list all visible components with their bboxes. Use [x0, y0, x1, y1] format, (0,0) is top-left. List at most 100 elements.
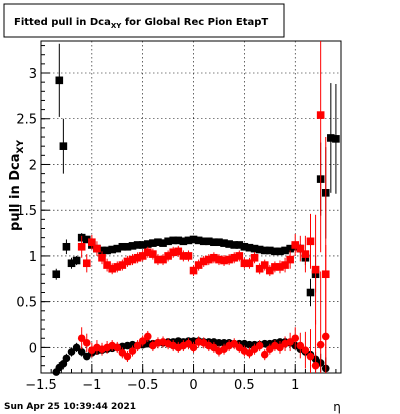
- data-point: [276, 247, 284, 256]
- axis-ticks: −1.5 −1 −0.5 0 0.5 1 0 0.5 1 1.5 2 2.5 3: [16, 45, 337, 393]
- data-point: [245, 259, 254, 268]
- data-point: [296, 244, 305, 253]
- data-point: [159, 239, 167, 247]
- data-point: [260, 246, 269, 255]
- data-point: [67, 348, 76, 356]
- footer-timestamp: Sun Apr 25 10:39:44 2021: [4, 402, 136, 412]
- data-point: [143, 248, 152, 257]
- y-tick-label: 2: [29, 158, 37, 173]
- data-point: [296, 341, 305, 350]
- data-point: [118, 242, 127, 251]
- data-point: [235, 241, 244, 249]
- y-axis-label-subscript: XY: [16, 140, 26, 154]
- data-point: [276, 263, 284, 271]
- data-point: [306, 352, 315, 361]
- data-point: [98, 246, 106, 255]
- data-point: [204, 237, 213, 246]
- data-point: [123, 352, 132, 361]
- data-point: [204, 255, 213, 264]
- title-box: [3, 3, 285, 38]
- data-point: [210, 238, 218, 247]
- data-point: [271, 263, 279, 271]
- x-tick-label: −1: [82, 378, 101, 393]
- data-point: [235, 252, 244, 260]
- data-point: [72, 343, 81, 352]
- x-tick-label: 1: [291, 378, 299, 393]
- data-point: [128, 255, 137, 264]
- data-point: [128, 347, 137, 355]
- data-point: [260, 350, 269, 359]
- data-point: [118, 261, 127, 269]
- y-tick-label: 0: [29, 341, 37, 356]
- data-point: [184, 252, 193, 260]
- data-point: [189, 343, 198, 352]
- x-tick-label: −0.5: [127, 378, 159, 393]
- series-1: [77, 41, 330, 373]
- data-point: [281, 246, 289, 255]
- data-point: [128, 242, 137, 250]
- data-point: [245, 243, 254, 252]
- data-point: [169, 248, 178, 257]
- data-point: [210, 253, 218, 262]
- data-point: [260, 261, 269, 269]
- data-marks: [52, 41, 340, 376]
- data-point: [327, 134, 335, 142]
- data-point: [133, 253, 142, 262]
- data-point: [62, 242, 71, 251]
- data-point: [240, 259, 249, 268]
- data-point: [77, 348, 86, 356]
- data-point: [316, 111, 325, 119]
- data-point: [138, 241, 147, 249]
- data-point: [113, 343, 122, 352]
- data-point: [179, 252, 188, 260]
- data-point: [189, 235, 198, 244]
- data-point: [311, 265, 320, 274]
- data-point: [154, 255, 162, 264]
- data-point: [230, 253, 239, 262]
- data-point: [72, 256, 81, 265]
- x-tick-label: 0: [189, 378, 197, 393]
- data-point: [250, 244, 259, 253]
- series-3: [77, 244, 330, 373]
- data-point: [62, 354, 71, 363]
- x-axis-label: η: [333, 400, 341, 414]
- data-point: [194, 236, 203, 245]
- y-tick-label: 2.5: [16, 113, 37, 128]
- data-point: [332, 135, 340, 143]
- y-tick-label: 1: [29, 250, 37, 265]
- data-point: [240, 242, 249, 251]
- data-point: [189, 266, 198, 275]
- data-point: [184, 236, 193, 245]
- data-point: [220, 256, 228, 265]
- x-tick-label: −1.5: [25, 378, 57, 393]
- data-point: [82, 235, 91, 244]
- grid: [40, 41, 341, 373]
- y-axis-label: pull in DcaXY: [8, 140, 26, 231]
- y-tick-label: 1.5: [16, 204, 37, 219]
- data-point: [108, 245, 116, 254]
- data-point: [225, 255, 233, 264]
- data-point: [138, 252, 147, 260]
- chart-title: Fitted pull in DcaXY for Global Rec Pion…: [14, 17, 268, 30]
- data-point: [301, 250, 310, 258]
- data-point: [286, 255, 294, 264]
- data-point: [59, 142, 68, 150]
- data-point: [154, 238, 162, 247]
- data-point: [113, 244, 122, 253]
- data-point: [174, 247, 183, 256]
- data-point: [133, 341, 142, 350]
- data-point: [301, 346, 310, 354]
- data-point: [149, 250, 157, 258]
- chart-title-subscript: XY: [111, 22, 122, 30]
- data-point: [77, 334, 86, 343]
- data-point: [113, 263, 122, 271]
- data-point: [88, 238, 96, 247]
- data-point: [306, 237, 315, 246]
- data-point: [266, 266, 274, 275]
- data-point: [321, 332, 330, 341]
- data-point: [108, 264, 116, 273]
- data-point: [255, 264, 264, 273]
- data-point: [143, 240, 152, 248]
- data-point: [143, 332, 152, 341]
